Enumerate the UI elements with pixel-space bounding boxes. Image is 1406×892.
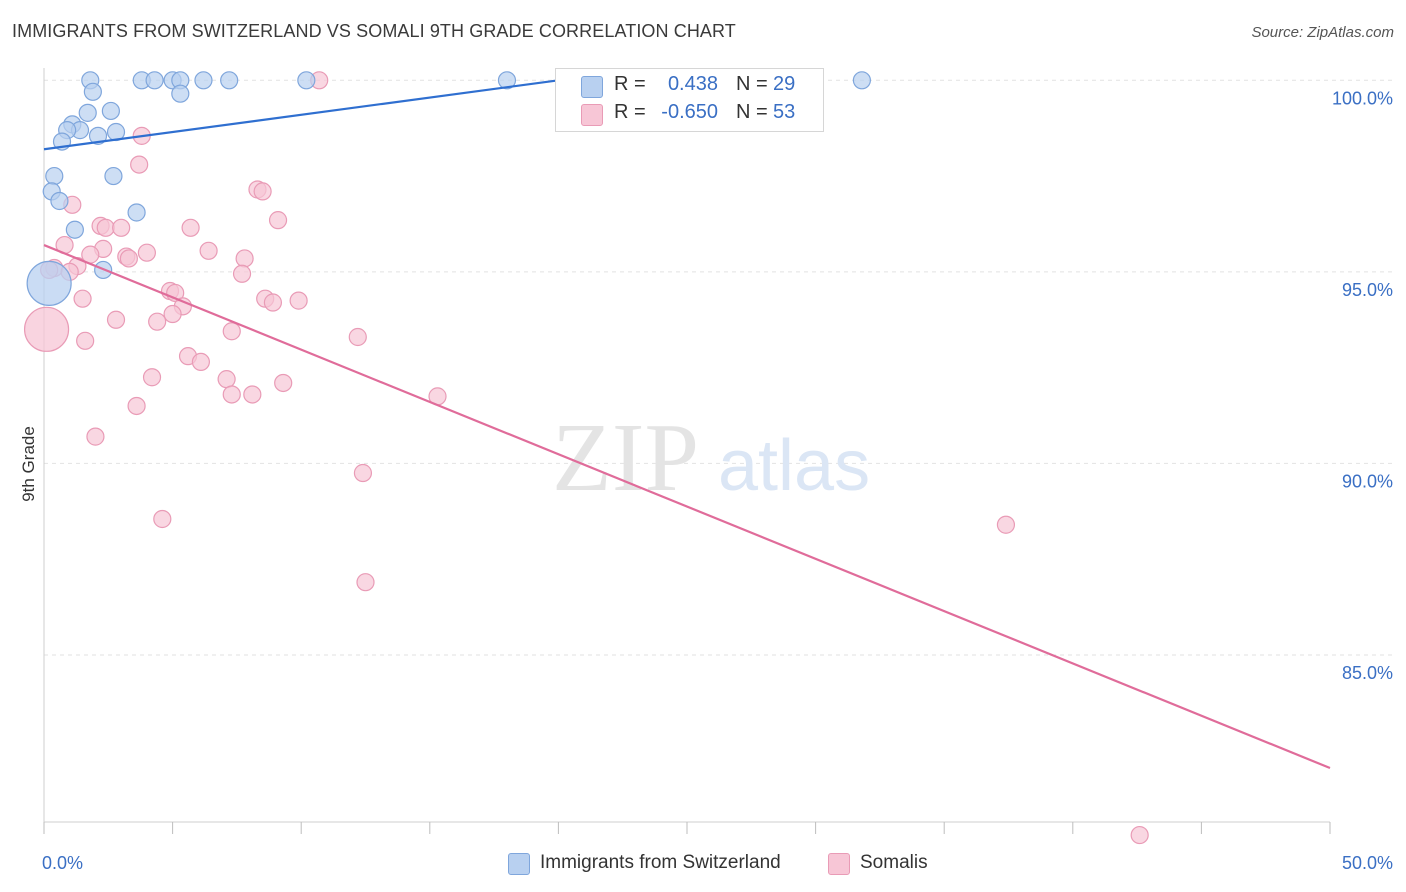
point-somalis	[243, 385, 262, 404]
point-somalis	[268, 211, 288, 230]
bottom-legend-swatch-blue	[508, 853, 530, 875]
point-somalis	[127, 396, 146, 416]
point-switzerland	[65, 220, 84, 239]
point-switzerland	[194, 71, 213, 90]
bottom-legend-label: Somalis	[860, 852, 928, 873]
point-somalis	[222, 385, 241, 404]
axes	[43, 68, 1331, 834]
legend-r-value: 0.438	[667, 73, 718, 95]
source-label: Source: ZipAtlas.com	[1251, 24, 1394, 41]
point-switzerland	[145, 71, 164, 90]
x-tick-label: 0.0%	[42, 853, 83, 873]
point-switzerland	[104, 166, 123, 186]
legend-n-label: N =	[736, 73, 768, 95]
point-somalis	[199, 241, 218, 260]
point-somalis	[356, 573, 375, 592]
point-somalis	[137, 243, 156, 262]
point-somalis	[217, 370, 236, 389]
point-somalis	[232, 264, 252, 283]
point-switzerland	[26, 260, 72, 306]
point-switzerland	[497, 71, 517, 90]
point-somalis	[106, 310, 126, 329]
point-switzerland	[45, 166, 64, 186]
point-somalis	[253, 182, 272, 201]
legend-swatch-pink	[581, 104, 603, 126]
point-somalis	[263, 293, 283, 312]
point-somalis	[142, 368, 162, 387]
legend-n-value: 53	[773, 101, 796, 123]
point-somalis	[96, 218, 115, 237]
y-tick-label: 95.0%	[1342, 280, 1393, 300]
point-somalis	[23, 306, 70, 352]
legend-r-label: R =	[614, 73, 646, 95]
watermark-atlas: atlas	[718, 426, 870, 506]
legend-row-somalis: R = -0.650 N = 53	[556, 101, 823, 127]
tick-labels: 100.0% 95.0% 90.0% 85.0% 0.0% 50.0%	[42, 88, 1393, 873]
point-switzerland	[83, 82, 102, 101]
bottom-legend-label: Immigrants from Switzerland	[540, 852, 781, 873]
point-somalis	[289, 291, 308, 310]
point-switzerland	[50, 191, 69, 211]
point-switzerland	[220, 71, 239, 90]
point-somalis	[181, 218, 200, 237]
legend-r-label: R =	[614, 101, 646, 123]
point-somalis	[353, 463, 373, 483]
trend-lines	[43, 79, 1331, 770]
watermark-zip: ZIP	[552, 404, 699, 512]
legend-n-value: 29	[773, 73, 796, 95]
point-switzerland	[297, 71, 316, 90]
point-switzerland	[171, 84, 190, 103]
y-tick-label: 85.0%	[1342, 663, 1393, 683]
gridlines	[44, 79, 1392, 656]
legend-r-value: -0.650	[661, 101, 718, 123]
bottom-legend-swatch-pink	[828, 853, 850, 875]
point-somalis	[222, 322, 241, 341]
y-axis-label: 9th Grade	[19, 426, 38, 502]
point-somalis	[112, 218, 131, 237]
point-switzerland	[78, 103, 97, 122]
point-somalis	[76, 331, 95, 350]
legend-row-switzerland: R = 0.438 N = 29	[556, 73, 823, 99]
point-somalis	[996, 515, 1016, 534]
point-somalis	[235, 249, 254, 268]
point-switzerland	[127, 203, 146, 222]
scatter-points	[23, 71, 1149, 845]
point-somalis	[86, 427, 105, 446]
point-switzerland	[852, 71, 871, 90]
x-tick-label: 50.0%	[1342, 853, 1393, 873]
point-somalis	[348, 327, 367, 347]
point-somalis	[119, 249, 138, 268]
trend-line-somalis	[43, 244, 1331, 770]
watermark: ZIP atlas	[552, 404, 870, 512]
correlation-legend: R = 0.438 N = 29 R = -0.650 N = 53	[555, 68, 824, 132]
point-somalis	[73, 289, 92, 308]
point-switzerland	[101, 101, 120, 121]
point-somalis	[163, 304, 182, 324]
point-somalis	[153, 509, 172, 529]
legend-swatch-blue	[581, 76, 603, 98]
point-somalis	[1130, 825, 1149, 845]
point-somalis	[148, 312, 167, 331]
point-somalis	[191, 352, 210, 372]
chart-title: IMMIGRANTS FROM SWITZERLAND VS SOMALI 9T…	[12, 21, 736, 41]
point-switzerland	[88, 126, 108, 145]
point-somalis	[274, 373, 293, 393]
y-tick-label: 100.0%	[1332, 88, 1393, 108]
trend-line-switzerland	[43, 79, 559, 151]
legend-n-label: N =	[736, 101, 768, 123]
y-tick-label: 90.0%	[1342, 471, 1393, 491]
point-somalis	[130, 155, 149, 174]
